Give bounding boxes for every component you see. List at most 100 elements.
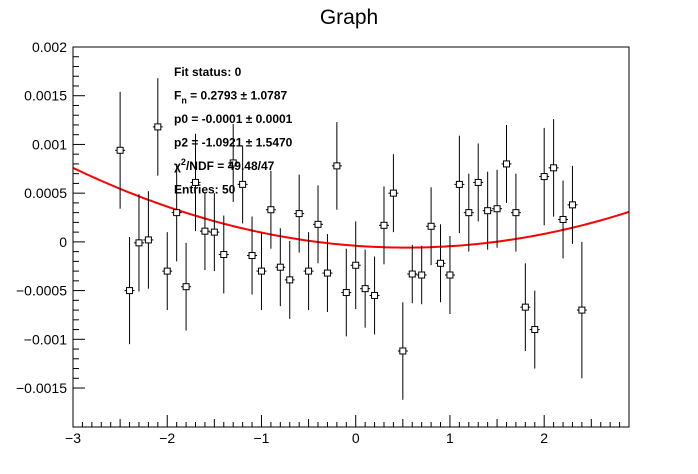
point-marker xyxy=(568,201,576,209)
point-marker xyxy=(229,159,237,167)
data-point xyxy=(548,119,559,217)
data-point xyxy=(331,122,342,210)
data-point xyxy=(463,173,474,252)
stats-line-label: p2 = -1.0921 ± 1.5470 xyxy=(174,136,293,150)
point-marker xyxy=(446,271,454,279)
y-axis-ticks: 0.002 0.0015 0.001 0.0005 0 −0.0005 −0.001 −0.0… xyxy=(16,39,85,396)
data-point xyxy=(313,185,324,264)
point-marker xyxy=(371,291,379,299)
data-point xyxy=(218,215,229,294)
data-point xyxy=(322,234,333,313)
point-marker xyxy=(408,270,416,278)
point-marker xyxy=(361,285,369,293)
stats-line-subscript: n xyxy=(181,96,187,106)
stats-line-label: F xyxy=(174,89,181,103)
point-marker xyxy=(173,209,181,217)
data-point xyxy=(228,123,239,202)
point-marker xyxy=(144,236,152,244)
data-point xyxy=(162,232,173,311)
stats-line-label: p0 = -0.0001 ± 0.0001 xyxy=(174,112,293,126)
stats-line: Entries: 50 xyxy=(174,183,236,197)
point-marker xyxy=(427,222,435,230)
data-point xyxy=(539,127,550,226)
stats-box: Fit status: 0 Fn = 0.2793 ± 1.0787 p0 = -0… xyxy=(174,65,293,197)
point-marker xyxy=(474,178,482,186)
point-marker xyxy=(380,221,388,229)
point-marker xyxy=(493,205,501,213)
data-point xyxy=(482,171,493,250)
point-marker xyxy=(210,228,218,236)
stats-line-label: χ xyxy=(174,159,181,173)
data-point xyxy=(341,248,352,337)
data-point xyxy=(416,245,427,305)
point-marker xyxy=(239,180,247,188)
point-marker xyxy=(163,267,171,275)
point-marker xyxy=(305,267,313,275)
y-tick-label: 0.002 xyxy=(32,39,67,55)
data-point xyxy=(294,174,305,253)
stats-line-rest: /NDF = 49.48/47 xyxy=(186,159,275,173)
point-marker xyxy=(418,271,426,279)
y-tick-label: −0.0015 xyxy=(16,380,67,396)
data-point xyxy=(256,232,267,311)
x-tick-label: −2 xyxy=(159,430,175,446)
data-point xyxy=(576,241,587,379)
y-tick-label: −0.0005 xyxy=(16,283,67,299)
stats-line-rest: = 0.2793 ± 1.0787 xyxy=(187,89,288,103)
y-tick-label: 0.0005 xyxy=(24,185,67,201)
point-marker xyxy=(437,259,445,267)
data-point xyxy=(209,193,220,272)
point-marker xyxy=(389,189,397,197)
data-point xyxy=(501,124,512,203)
point-marker xyxy=(333,162,341,170)
data-point xyxy=(492,169,503,248)
y-tick-label: 0.0015 xyxy=(24,88,67,104)
data-point xyxy=(199,192,210,271)
point-marker xyxy=(248,252,256,260)
data-point xyxy=(407,244,418,304)
plot-frame xyxy=(72,46,630,428)
point-marker xyxy=(455,180,463,188)
point-marker xyxy=(154,123,162,131)
stats-line-label: Fit status: 0 xyxy=(174,65,242,79)
point-marker xyxy=(531,326,539,334)
point-marker xyxy=(257,267,265,275)
data-point xyxy=(426,187,437,266)
stats-line: Fit status: 0 xyxy=(174,65,242,79)
point-marker xyxy=(502,160,510,168)
stats-line-label: Entries: 50 xyxy=(174,183,236,197)
point-marker xyxy=(276,263,284,271)
fit-curve xyxy=(72,166,630,249)
point-marker xyxy=(484,207,492,215)
point-marker xyxy=(314,220,322,228)
data-point xyxy=(152,78,163,176)
point-marker xyxy=(220,251,228,259)
point-marker xyxy=(521,303,529,311)
data-point xyxy=(378,186,389,265)
data-point xyxy=(115,91,126,209)
data-point xyxy=(171,163,182,262)
data-point xyxy=(444,236,455,314)
point-marker xyxy=(559,215,567,223)
point-marker xyxy=(192,178,200,186)
point-marker xyxy=(201,227,209,235)
data-point xyxy=(181,242,192,331)
point-marker xyxy=(286,276,294,284)
point-marker xyxy=(399,347,407,355)
fit-line-group xyxy=(72,166,630,249)
data-point xyxy=(133,194,144,292)
y-tick-label: 0 xyxy=(59,234,67,250)
point-marker xyxy=(342,289,350,297)
point-marker xyxy=(295,210,303,218)
data-point xyxy=(369,256,380,335)
point-marker xyxy=(182,283,190,291)
data-point xyxy=(124,237,135,345)
data-point xyxy=(190,133,201,232)
data-point xyxy=(265,170,276,249)
chart-title: Graph xyxy=(320,6,378,29)
data-point xyxy=(360,249,371,328)
stats-line: p2 = -1.0921 ± 1.5470 xyxy=(174,136,293,150)
data-point xyxy=(143,191,154,289)
data-point xyxy=(388,154,399,233)
data-point xyxy=(397,302,408,400)
